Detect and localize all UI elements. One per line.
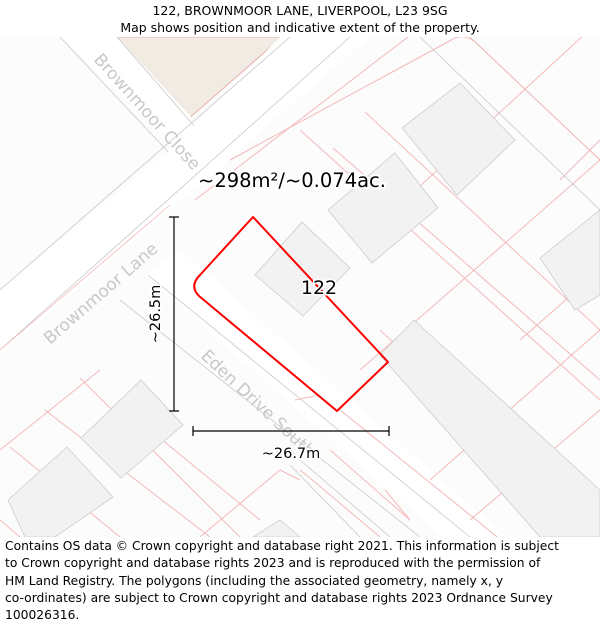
map-header: 122, BROWNMOOR LANE, LIVERPOOL, L23 9SG … (0, 0, 600, 39)
copyright-line: HM Land Registry. The polygons (includin… (5, 573, 504, 588)
dimension-vertical-label: ~26.5m (148, 285, 164, 344)
building (252, 519, 301, 537)
building (539, 209, 600, 311)
roads (0, 37, 600, 537)
copyright-line: co-ordinates) are subject to Crown copyr… (5, 590, 553, 605)
area-label: ~298m²/~0.074ac. (198, 169, 386, 192)
building (327, 152, 439, 264)
plot-number-label: 122 (301, 277, 337, 299)
address-title: 122, BROWNMOOR LANE, LIVERPOOL, L23 9SG (152, 3, 448, 18)
building (401, 82, 516, 196)
dimension-horizontal-label: ~26.7m (262, 446, 321, 462)
building-terrace (379, 319, 600, 537)
building (7, 446, 114, 537)
copyright-line: to Crown copyright and database rights 2… (5, 556, 541, 571)
copyright-line: Contains OS data © Crown copyright and d… (5, 539, 559, 553)
copyright-line: 100026316. (5, 608, 80, 623)
building (80, 379, 184, 479)
buildings (7, 82, 600, 537)
parcel-boundaries (0, 37, 600, 537)
map-subtitle: Map shows position and indicative extent… (120, 20, 480, 35)
property-map[interactable]: Brownmoor Close Brownmoor Lane Eden Driv… (0, 37, 600, 537)
dimension-lines (169, 216, 390, 436)
property-boundary[interactable] (193, 216, 389, 412)
copyright-notice: Contains OS data © Crown copyright and d… (5, 538, 597, 624)
